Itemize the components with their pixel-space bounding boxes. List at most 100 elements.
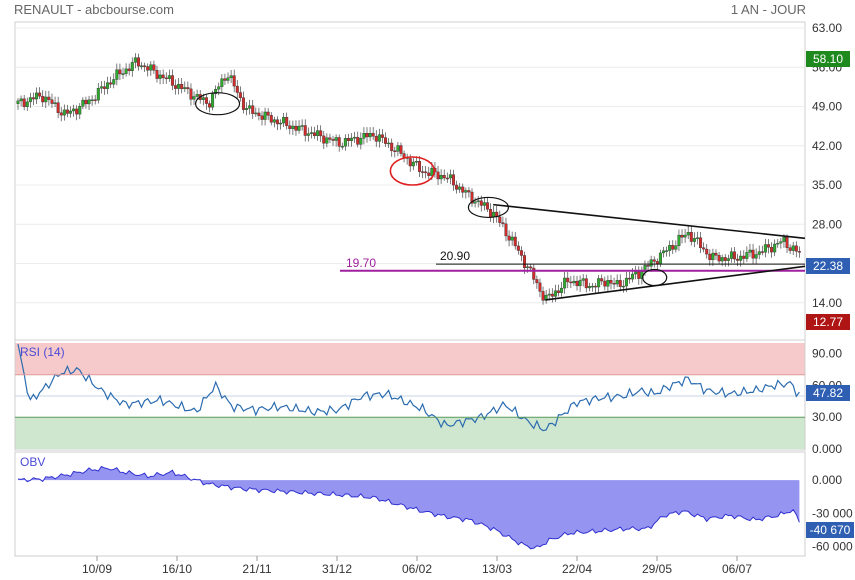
candle-body xyxy=(294,125,298,131)
candle-body xyxy=(594,285,598,288)
candle-body xyxy=(597,278,601,288)
candle-body xyxy=(87,99,91,105)
candle-body xyxy=(476,200,480,202)
tag-min-box xyxy=(806,314,850,330)
candle-body xyxy=(615,280,619,285)
obv-y-ticks: 0.000 -30 000 -60 000 xyxy=(812,473,853,553)
candle-body xyxy=(201,97,205,100)
candle-body xyxy=(532,267,536,280)
candle-body xyxy=(279,122,283,125)
candle-body xyxy=(581,278,585,281)
candle-body xyxy=(226,77,230,81)
rsi-lower-zone xyxy=(15,417,805,449)
candle-body xyxy=(229,75,233,79)
candle-body xyxy=(445,177,449,180)
candle-body xyxy=(251,105,255,114)
candle-body xyxy=(245,108,249,110)
candle-body xyxy=(699,237,703,248)
candle-body xyxy=(776,242,780,245)
obv-area xyxy=(18,466,800,549)
candle-body xyxy=(575,280,579,287)
price-y-tick-label: 49.00 xyxy=(812,100,842,114)
candle-body xyxy=(177,84,181,89)
candle-body xyxy=(312,132,316,136)
candle-body xyxy=(519,250,523,256)
candle-body xyxy=(257,112,261,116)
price-y-tick-label: 42.00 xyxy=(812,139,842,153)
candle-body xyxy=(115,69,119,80)
x-tick-label: 10/09 xyxy=(82,562,112,576)
candle-body xyxy=(661,250,665,254)
candle-body xyxy=(550,293,554,297)
candle-body xyxy=(211,93,215,108)
candle-body xyxy=(677,234,681,246)
candle-body xyxy=(791,245,795,251)
candle-body xyxy=(470,191,474,204)
candle-body xyxy=(328,137,332,140)
candle-body xyxy=(526,266,530,269)
candle-body xyxy=(782,237,786,242)
tag-rsi-last: 47.82 xyxy=(806,385,850,401)
candle-body xyxy=(689,232,693,242)
obv-y-tick-label: 0.000 xyxy=(812,473,842,487)
candle-body xyxy=(396,145,400,152)
candle-body xyxy=(754,254,758,259)
candle-body xyxy=(748,249,752,253)
candle-body xyxy=(393,150,397,153)
triangle-upper-line xyxy=(493,203,806,240)
tag-min: 12.77 xyxy=(806,314,850,330)
candle-body xyxy=(717,255,721,262)
candle-body xyxy=(418,161,422,172)
candle-body xyxy=(174,85,178,89)
candle-body xyxy=(346,138,350,141)
candle-body xyxy=(523,255,527,268)
candle-body xyxy=(235,85,239,93)
candle-body xyxy=(337,137,341,147)
price-y-tick-label: 14.00 xyxy=(812,296,842,310)
candle-body xyxy=(702,247,706,250)
candle-body xyxy=(359,138,363,145)
candle-body xyxy=(377,134,381,142)
candle-body xyxy=(269,115,273,123)
candle-body xyxy=(489,208,493,218)
candle-body xyxy=(655,261,659,265)
tag-rsi-last-box xyxy=(806,385,850,401)
candle-body xyxy=(90,99,94,101)
candle-body xyxy=(186,87,190,90)
x-tick-label: 29/05 xyxy=(642,562,672,576)
candle-body xyxy=(584,278,588,289)
candle-body xyxy=(788,247,792,251)
x-tick-label: 22/04 xyxy=(562,562,592,576)
candle-body xyxy=(763,244,767,253)
candle-body xyxy=(96,87,100,101)
x-axis: 10/09 16/10 21/11 31/12 06/02 13/03 22/04 29/05… xyxy=(82,556,752,576)
candle-body xyxy=(745,252,749,259)
candle-body xyxy=(665,250,669,252)
x-tick-label: 06/02 xyxy=(402,562,432,576)
candle-body xyxy=(106,82,110,89)
candle-body xyxy=(133,57,137,63)
candle-body xyxy=(674,245,678,250)
candle-body xyxy=(516,245,520,251)
candle-body xyxy=(726,258,730,261)
price-overlays: 19.70 20.90 xyxy=(194,92,806,301)
price-y-tick-label: 63.00 xyxy=(812,21,842,35)
candle-body xyxy=(399,145,403,154)
candle-body xyxy=(458,186,462,190)
candle-body xyxy=(72,108,76,112)
candle-body xyxy=(127,68,131,71)
candle-body xyxy=(343,138,347,147)
candle-body xyxy=(241,97,245,110)
support-label: 19.70 xyxy=(346,256,376,270)
candle-body xyxy=(371,133,375,137)
rsi-title: RSI (14) xyxy=(20,345,65,359)
candle-body xyxy=(612,283,616,285)
candle-body xyxy=(742,255,746,259)
candle-body xyxy=(714,252,718,256)
candle-body xyxy=(658,252,662,265)
rsi-panel-frame xyxy=(14,339,806,451)
tag-obv-last-value: -40 670 xyxy=(810,523,851,537)
tag-max-box xyxy=(806,51,850,67)
x-tick-label: 31/12 xyxy=(322,562,352,576)
